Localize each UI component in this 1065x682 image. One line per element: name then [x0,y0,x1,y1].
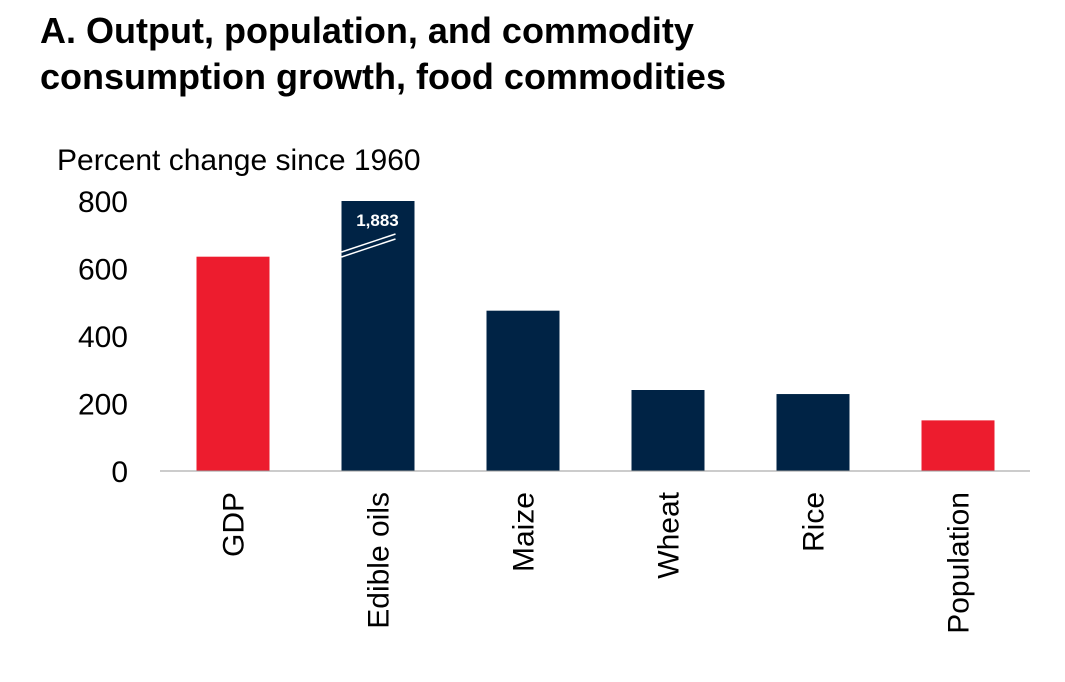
x-tick-label: Population [943,492,976,634]
bar [631,390,705,471]
y-axis-label: Percent change since 1960 [57,144,421,177]
axis-break [341,238,396,258]
x-tick-label: Wheat [653,491,686,578]
y-tick-label: 600 [78,254,128,287]
axis-break [341,233,396,253]
chart-title: A. Output, population, and commodity con… [40,10,726,97]
y-tick-label: 800 [78,186,128,219]
bar [486,310,560,471]
plot-area [196,201,995,472]
bar [196,256,270,471]
y-tick-label: 200 [78,389,128,422]
y-tick-label: 400 [78,321,128,354]
bar [341,201,415,472]
y-tick-label: 0 [111,456,128,489]
value-label: 1,883 [356,211,399,230]
bar [921,420,995,471]
bar [776,394,850,471]
x-tick-label: Maize [508,492,541,572]
x-tick-label: Rice [798,492,831,552]
x-tick-label: Edible oils [363,492,396,629]
x-tick-label: GDP [218,492,251,557]
